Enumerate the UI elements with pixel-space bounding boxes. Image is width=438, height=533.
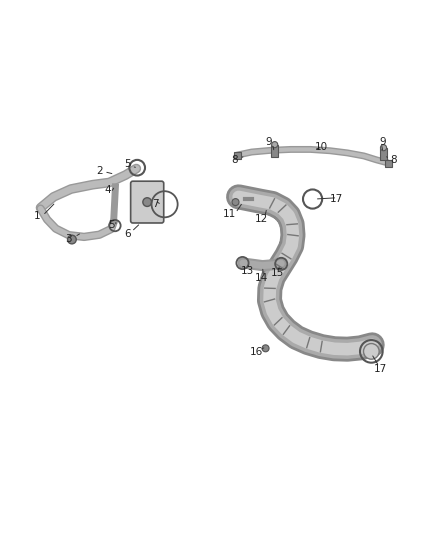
Text: 7: 7: [152, 199, 159, 209]
Text: 14: 14: [255, 273, 268, 283]
Text: 6: 6: [124, 229, 131, 239]
Text: 12: 12: [255, 214, 268, 224]
FancyBboxPatch shape: [131, 181, 164, 223]
Text: 16: 16: [249, 347, 263, 357]
Text: 17: 17: [374, 364, 387, 374]
Text: 17: 17: [330, 194, 343, 204]
Circle shape: [262, 345, 269, 352]
Text: 3: 3: [66, 234, 72, 244]
Text: 10: 10: [315, 142, 328, 152]
Text: 8: 8: [231, 155, 237, 165]
Bar: [385, 160, 392, 167]
Circle shape: [143, 198, 152, 206]
Circle shape: [381, 144, 387, 151]
Bar: [271, 144, 278, 157]
Text: 15: 15: [271, 268, 284, 278]
Bar: [234, 152, 241, 159]
Text: 13: 13: [240, 266, 254, 276]
Circle shape: [67, 235, 76, 244]
Text: 2: 2: [96, 166, 102, 176]
Text: 9: 9: [266, 138, 272, 148]
Text: 5: 5: [108, 220, 115, 230]
Circle shape: [364, 344, 379, 359]
Text: 4: 4: [105, 185, 111, 195]
Circle shape: [272, 142, 278, 148]
Text: 9: 9: [379, 138, 385, 148]
Circle shape: [232, 199, 239, 206]
Text: 8: 8: [390, 155, 396, 165]
Text: 5: 5: [124, 159, 131, 169]
Text: 11: 11: [223, 209, 237, 219]
Bar: [380, 148, 387, 160]
Text: 1: 1: [34, 212, 40, 221]
